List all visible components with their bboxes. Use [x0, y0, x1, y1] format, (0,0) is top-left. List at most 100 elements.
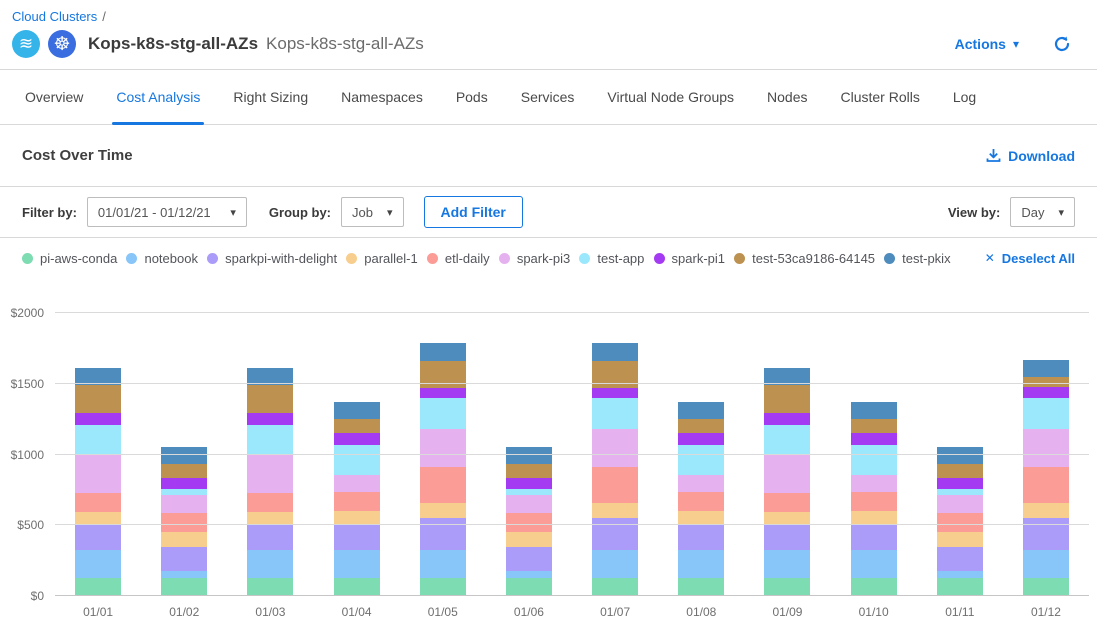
legend-label: etl-daily — [444, 250, 490, 266]
legend-item-test-53ca9186-64145[interactable]: test-53ca9186-64145 — [734, 251, 875, 266]
gridline — [55, 595, 1089, 596]
bar-01-03 — [247, 367, 294, 596]
legend-item-pi-aws-conda[interactable]: pi-aws-conda — [22, 251, 117, 266]
view-by-select[interactable]: Day ▾ — [1010, 197, 1075, 227]
bar-segment-notebook — [247, 550, 294, 579]
legend-item-parallel-1[interactable]: parallel-1 — [346, 250, 418, 266]
bar-segment-test-app — [419, 397, 466, 430]
x-axis-tick: 01/03 — [255, 605, 286, 619]
tab-cluster-rolls[interactable]: Cluster Rolls — [840, 89, 920, 105]
bar-segment-test-53ca9186-64145 — [936, 463, 983, 478]
bar-segment-pi-aws-conda — [247, 578, 294, 596]
legend-label: test-app — [597, 250, 645, 266]
bar-segment-test-pkix — [764, 367, 811, 385]
refresh-button[interactable] — [1053, 35, 1071, 53]
legend-item-test-app[interactable]: test-app — [579, 251, 644, 266]
bar-segment-pi-aws-conda — [505, 578, 552, 596]
header-divider — [0, 69, 1097, 70]
bar-segment-parallel-1 — [936, 531, 983, 548]
bar-segment-parallel-1 — [764, 511, 811, 525]
bar-segment-test-pkix — [247, 367, 294, 385]
bar-segment-spark-pi1 — [850, 433, 897, 445]
legend-item-spark-pi3[interactable]: spark-pi3 — [498, 251, 570, 266]
bar-segment-parallel-1 — [678, 511, 725, 524]
breadcrumb-separator: / — [102, 9, 106, 24]
close-icon: ✕ — [984, 251, 995, 265]
bar-segment-test-app — [592, 397, 639, 430]
bar-segment-spark-pi3 — [764, 455, 811, 493]
tab-cost-analysis[interactable]: Cost Analysis — [112, 70, 205, 125]
legend-item-spark-pi1[interactable]: spark-pi1 — [653, 251, 725, 266]
bar-01-08 — [678, 402, 725, 596]
tab-pods[interactable]: Pods — [455, 89, 488, 105]
tab-nodes[interactable]: Nodes — [767, 89, 808, 105]
x-axis-tick: 01/01 — [83, 605, 114, 619]
add-filter-button[interactable]: Add Filter — [423, 196, 523, 228]
legend-item-sparkpi-with-delight[interactable]: sparkpi-with-delight — [207, 251, 337, 266]
legend-swatch — [426, 252, 438, 264]
download-button[interactable]: Download — [986, 148, 1075, 164]
tab-services[interactable]: Services — [520, 89, 575, 105]
bar-segment-test-app — [333, 444, 380, 476]
ocean-logo-icon: ≋ — [12, 30, 40, 58]
actions-button[interactable]: Actions ▾ — [955, 36, 1019, 52]
group-by-select[interactable]: Job ▾ — [341, 197, 404, 227]
legend-label: notebook — [144, 250, 198, 266]
chevron-down-icon: ▾ — [386, 206, 393, 219]
y-axis-tick: $500 — [17, 518, 44, 533]
bar-segment-notebook — [678, 550, 725, 579]
bar-segment-test-53ca9186-64145 — [678, 419, 725, 434]
bar-segment-sparkpi-with-delight — [419, 518, 466, 551]
bar-segment-spark-pi1 — [333, 433, 380, 445]
y-axis-tick: $0 — [30, 589, 44, 603]
bar-01-12 — [1022, 359, 1069, 596]
legend-label: test-53ca9186-64145 — [752, 250, 876, 266]
bar-segment-etl-daily — [764, 492, 811, 512]
legend-label: pi-aws-conda — [40, 250, 118, 266]
bar-01-07 — [592, 342, 639, 596]
bar-segment-test-53ca9186-64145 — [161, 463, 208, 478]
refresh-icon — [1054, 36, 1070, 52]
legend-swatch — [22, 252, 33, 264]
y-axis-tick: $1000 — [10, 447, 44, 462]
bar-segment-parallel-1 — [505, 531, 552, 548]
legend-swatch — [207, 252, 219, 264]
legend-swatch — [126, 252, 138, 264]
bar-slot-01-09 — [744, 313, 830, 596]
download-icon — [986, 149, 1001, 162]
bar-segment-spark-pi1 — [419, 388, 466, 398]
page-title: Kops-k8s-stg-all-AZs — [88, 34, 259, 53]
legend-label: parallel-1 — [364, 250, 418, 266]
tab-namespaces[interactable]: Namespaces — [341, 89, 423, 105]
legend-items: pi-aws-conda notebook sparkpi-with-delight… — [22, 251, 951, 266]
legend-item-notebook[interactable]: notebook — [126, 251, 198, 266]
bar-segment-test-pkix — [161, 447, 208, 464]
bar-segment-spark-pi3 — [419, 429, 466, 467]
bar-segment-test-53ca9186-64145 — [850, 419, 897, 434]
bar-segment-spark-pi3 — [592, 429, 639, 467]
view-by-value: Day — [1021, 204, 1045, 220]
bar-slot-01-06 — [486, 313, 572, 596]
legend-item-test-pkix[interactable]: test-pkix — [884, 250, 951, 266]
x-axis-tick: 01/10 — [858, 605, 889, 619]
tab-log[interactable]: Log — [952, 89, 977, 105]
bar-segment-etl-daily — [75, 492, 122, 512]
bar-slot-01-04 — [314, 313, 400, 596]
tab-right-sizing[interactable]: Right Sizing — [233, 89, 309, 105]
bar-segment-parallel-1 — [161, 531, 208, 548]
bar-segment-test-53ca9186-64145 — [592, 361, 639, 389]
legend-swatch — [579, 252, 591, 264]
bar-segment-etl-daily — [1022, 466, 1069, 504]
bar-segment-test-pkix — [592, 342, 639, 362]
tab-overview[interactable]: Overview — [25, 89, 84, 105]
date-range-select[interactable]: 01/01/21 - 01/12/21 ▾ — [86, 197, 247, 227]
bar-segment-test-pkix — [333, 402, 380, 420]
legend-item-etl-daily[interactable]: etl-daily — [426, 250, 490, 266]
breadcrumb-link-cloud-clusters[interactable]: Cloud Clusters — [12, 9, 98, 24]
tab-virtual-node-groups[interactable]: Virtual Node Groups — [607, 89, 735, 105]
deselect-all-button[interactable]: ✕ Deselect All — [985, 251, 1075, 266]
bar-segment-sparkpi-with-delight — [936, 547, 983, 572]
bar-segment-pi-aws-conda — [764, 578, 811, 596]
legend-label: test-pkix — [902, 250, 951, 266]
bar-segment-sparkpi-with-delight — [592, 518, 639, 551]
